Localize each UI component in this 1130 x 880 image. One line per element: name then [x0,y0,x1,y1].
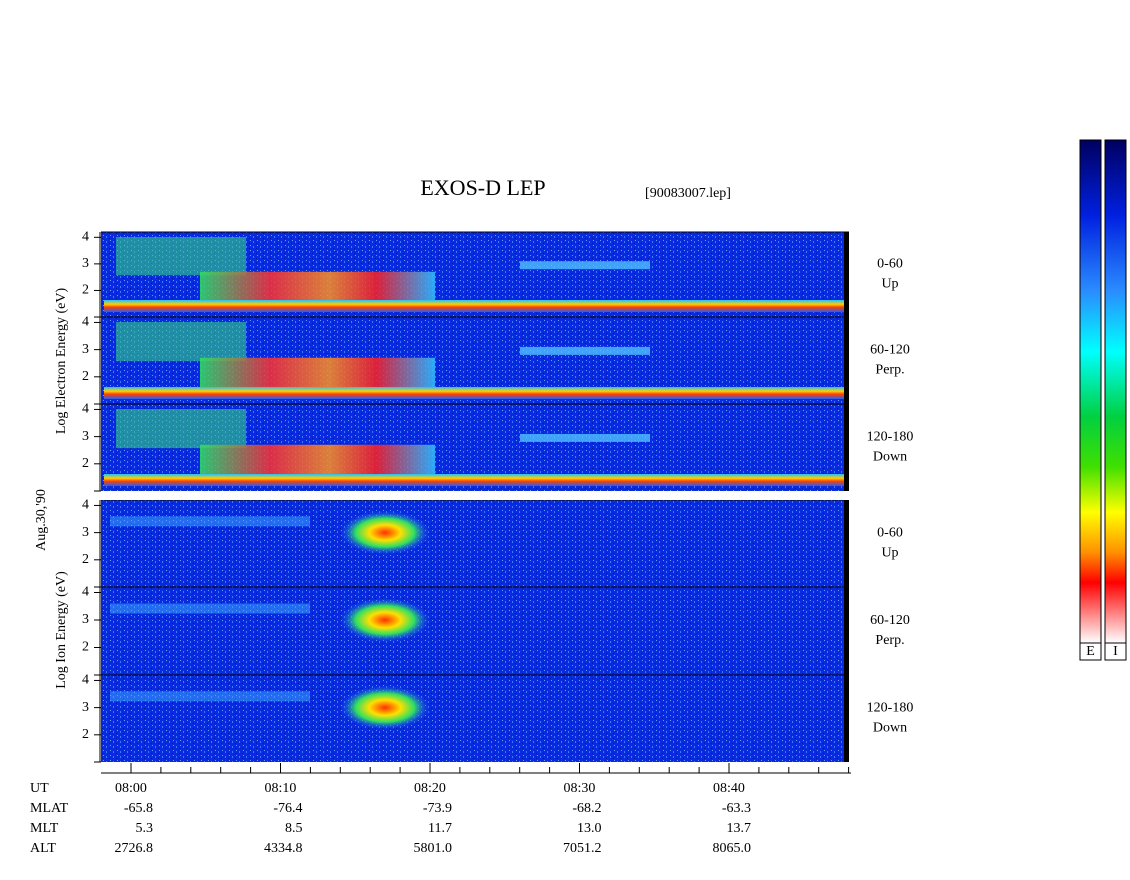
panel-range: 60-120 [870,343,910,358]
y-tick-label: 3 [82,342,89,357]
row-label: MLT [30,821,59,836]
spectrogram-background [101,675,849,762]
row-value: 8.5 [285,821,303,836]
color-bar-label: I [1113,644,1118,659]
row-value: 5.3 [136,821,154,836]
spectrogram-panel: 2 3 4 [82,585,849,676]
row-label: ALT [30,841,56,856]
panel-range: 120-180 [867,430,914,445]
spectrogram-panel: 2 3 4 [82,402,849,492]
spectrogram-panel: 2 3 4 [82,230,849,318]
spectrogram-feature [340,685,430,730]
panel-edge [844,675,849,762]
y-tick-label: 3 [82,700,89,715]
spectrogram-feature [104,387,844,399]
color-bar-label: E [1086,644,1095,659]
row-label: UT [30,781,49,796]
spectrogram-feature [104,474,844,486]
y-tick-label: 3 [82,525,89,540]
x-tick-label: 08:10 [265,781,297,796]
panel-range: 120-180 [867,701,914,716]
panel-range: 0-60 [877,257,903,272]
spectrogram-feature [520,433,650,442]
axis-label: Log Electron Energy (eV) [54,288,69,435]
panel-range: 60-120 [870,613,910,628]
row-value: 11.7 [428,821,452,836]
row-value: -68.2 [572,801,601,816]
spectrogram-feature [110,516,310,527]
spectrogram-background [101,587,849,675]
panel-gap [101,491,849,500]
spectrogram-feature [340,598,430,642]
color-bar [1079,139,1102,644]
date-label: Aug.30,'90 [34,489,49,551]
y-tick-label: 2 [82,369,89,384]
panel-direction: Up [881,277,898,292]
x-tick-label: 08:40 [713,781,745,796]
spectrogram-feature [110,603,310,614]
panel-edge [844,404,849,491]
file-name: [90083007.lep] [645,186,731,201]
panel-direction: Perp. [875,633,904,648]
row-label: MLAT [30,801,69,816]
spectrogram-feature [116,237,246,276]
spectrogram-background [101,500,849,587]
y-tick-label: 3 [82,612,89,627]
panel-range: 0-60 [877,526,903,541]
row-value: -73.9 [423,801,452,816]
x-tick-label: 08:00 [115,781,147,796]
spectrogram-panel: 2 3 4 [82,673,849,763]
y-tick-label: 2 [82,552,89,567]
y-tick-label: 2 [82,640,89,655]
y-tick-label: 4 [82,315,89,330]
row-value: 13.0 [577,821,602,836]
row-value: 2726.8 [115,841,154,856]
row-value: -63.3 [722,801,751,816]
y-tick-label: 4 [82,673,89,688]
spectrogram-panel: 2 3 4 [82,315,849,405]
spectrogram-feature [104,300,844,312]
y-tick-label: 2 [82,456,89,471]
y-tick-label: 4 [82,498,89,513]
y-tick-label: 2 [82,727,89,742]
panel-edge [844,232,849,317]
spectrogram-feature [116,409,246,449]
row-value: -76.4 [273,801,302,816]
panel-direction: Down [873,450,907,465]
row-value: 8065.0 [713,841,752,856]
spectrogram-feature [520,346,650,355]
y-tick-label: 3 [82,429,89,444]
color-bar [1104,139,1127,644]
panel-direction: Up [881,546,898,561]
axis-label: Log Ion Energy (eV) [54,571,69,689]
panel-direction: Perp. [875,363,904,378]
spectrogram-panel: 2 3 4 [82,498,849,588]
y-tick-label: 3 [82,256,89,271]
y-tick-label: 2 [82,283,89,298]
panel-direction: Down [873,721,907,736]
spectrogram-feature [520,261,650,270]
panel-edge [844,317,849,404]
x-tick-label: 08:20 [414,781,446,796]
row-value: -65.8 [124,801,153,816]
color-bar-label-box [1079,642,1102,661]
row-value: 13.7 [727,821,752,836]
color-bar-label-box [1104,642,1127,661]
panel-edge [844,500,849,587]
spectrogram-feature [116,322,246,362]
y-tick-label: 4 [82,585,89,600]
row-value: 4334.8 [264,841,303,856]
row-value: 5801.0 [414,841,453,856]
row-value: 7051.2 [563,841,602,856]
y-tick-label: 4 [82,230,89,245]
panel-edge [844,587,849,675]
x-tick-label: 08:30 [564,781,596,796]
title: EXOS-D LEP [420,175,545,200]
spectrogram-feature [110,691,310,702]
spectrogram-feature [340,510,430,555]
y-tick-label: 4 [82,402,89,417]
